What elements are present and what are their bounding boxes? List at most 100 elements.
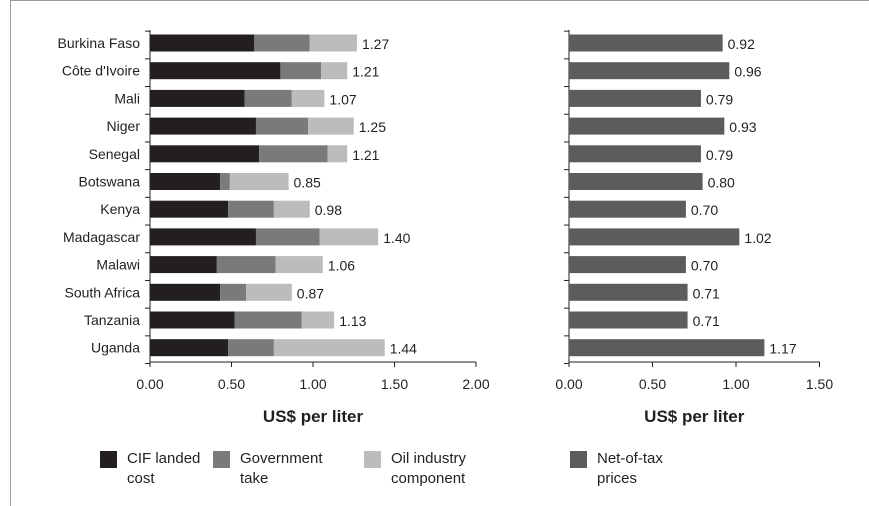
x-tick-label: 2.00 [462,376,489,392]
bar-segment [327,145,348,163]
data-label: 1.17 [769,341,796,357]
x-tick-label: 0.50 [218,376,245,392]
legend-swatch [100,451,117,468]
bar-segment [569,283,688,301]
category-label: Senegal [89,146,140,162]
bar-segment [569,311,688,329]
bar-segment [244,89,292,107]
bar-segment [569,34,723,52]
bar-segment [150,283,221,301]
x-tick-label: 0.50 [639,376,666,392]
data-label: 0.79 [706,91,733,107]
x-tick-label: 1.50 [381,376,408,392]
legend: CIF landed cost Government take Oil industry… [100,450,663,487]
bar-segment [216,256,276,274]
data-label: 0.80 [708,175,735,191]
bar-segment [255,228,320,246]
data-label: 0.92 [728,36,755,52]
category-label: Burkina Faso [58,35,141,51]
bar-segment [228,339,274,357]
bar-segment [280,62,322,80]
bar-segment [291,89,325,107]
bar-segment [309,34,358,52]
bar-segment [229,173,289,190]
x-axis-title: US$ per liter [644,407,745,426]
legend-label: Government [240,450,323,467]
bar-segment [569,339,765,357]
bar-segment [150,34,255,52]
bar-segment [150,173,221,190]
frame-top-border [11,0,869,1]
data-label: 1.07 [329,91,356,107]
bar-segment [254,34,310,52]
data-label: 0.71 [693,285,720,301]
x-tick-label: 1.00 [722,376,749,392]
bar-segment [569,117,725,135]
bar-segment [569,145,701,163]
legend-label: take [240,470,268,487]
bar-segment [150,200,229,218]
figure-frame [10,0,869,506]
bar-segment [569,228,740,246]
left-stacked-bar-chart: 0.00 0.50 1.00 1.50 2.00 US$ per liter Burkina… [58,30,490,426]
bar-segment [569,256,686,274]
x-tick-label: 1.50 [806,376,833,392]
bar-segment [150,256,217,274]
bar-segment [321,62,348,80]
bar-segment [259,145,328,163]
data-label: 1.13 [339,313,366,329]
category-label: Tanzania [84,312,140,328]
category-label: Botswana [79,174,141,190]
bar-segment [275,256,323,274]
data-label: 1.25 [359,119,386,135]
bar-segment [308,117,354,135]
data-label: 1.40 [383,230,410,246]
bar-segment [301,311,335,329]
bar-segment [220,283,247,301]
x-axis-title: US$ per liter [263,407,364,426]
data-label: 1.21 [352,147,379,163]
category-label: South Africa [65,284,141,300]
data-label: 1.21 [352,64,379,80]
legend-label: Oil industry [391,450,467,467]
data-label: 0.71 [693,313,720,329]
category-label: Kenya [100,201,140,217]
bar-segment [150,89,245,107]
legend-label: component [391,470,466,487]
legend-swatch [570,451,587,468]
bar-segment [569,62,730,80]
category-label: Uganda [91,340,140,356]
legend-swatch [213,451,230,468]
bar-segment [150,62,281,80]
x-tick-label: 0.00 [136,376,163,392]
bar-segment [319,228,379,246]
x-tick-label: 0.00 [555,376,582,392]
bar-segment [569,89,701,107]
legend-label: CIF landed [127,450,200,467]
bar-segment [246,283,292,301]
category-label: Côte d'Ivoire [62,63,140,79]
bar-segment [150,339,229,357]
data-label: 1.06 [328,258,355,274]
bar-segment [150,145,260,163]
data-label: 1.02 [744,230,771,246]
legend-label: prices [597,470,637,487]
data-label: 0.79 [706,147,733,163]
bar-segment [150,311,235,329]
data-label: 0.85 [294,175,321,191]
bar-segment [569,200,686,218]
bar-segment [273,200,310,218]
data-label: 0.98 [315,202,342,218]
category-label: Niger [107,118,141,134]
category-label: Mali [114,90,140,106]
bar-segment [220,173,230,190]
legend-label: cost [127,470,155,487]
bar-segment [255,117,309,135]
category-label: Madagascar [63,229,140,245]
data-label: 0.70 [691,202,718,218]
data-label: 1.44 [390,341,417,357]
bar-segment [234,311,302,329]
bar-segment [273,339,385,357]
